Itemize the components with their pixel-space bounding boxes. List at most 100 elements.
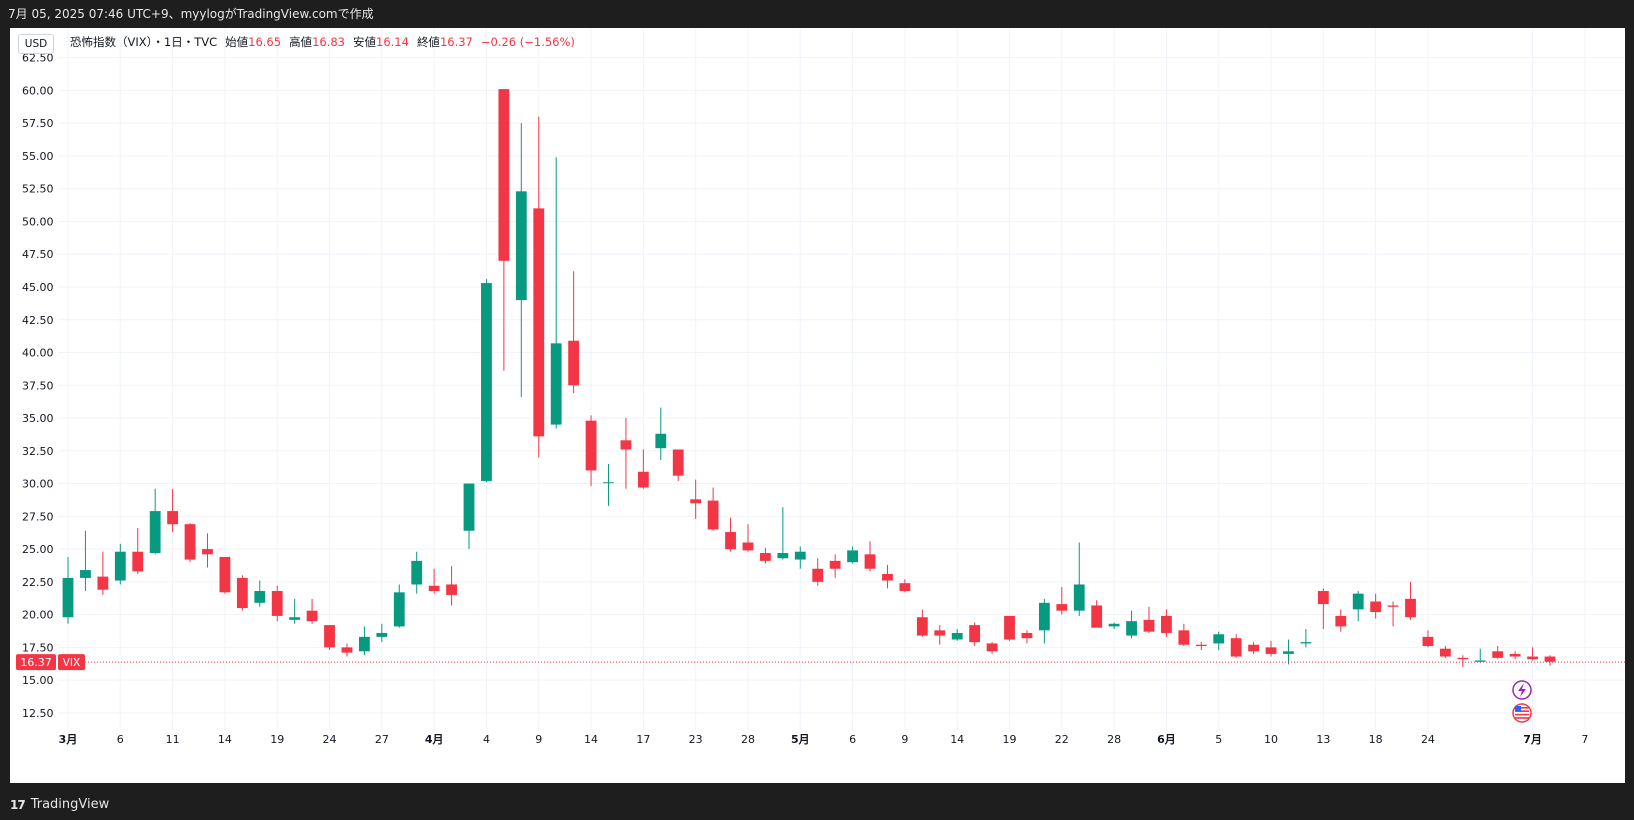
candle-body: [777, 553, 789, 559]
candle: [132, 528, 144, 574]
symbol-description[interactable]: 恐怖指数（VIX）・1日・TVC: [70, 35, 218, 49]
candle-body: [951, 632, 963, 640]
candle-body: [637, 471, 649, 488]
candle-body: [515, 191, 527, 301]
candle: [1457, 655, 1469, 668]
candle-body: [864, 554, 876, 569]
candlestick-chart[interactable]: 62.50 60.00 57.50 55.00 52.50 50.00 47.50 45.00…: [10, 28, 1625, 783]
candle: [1056, 587, 1068, 615]
candle: [393, 584, 405, 628]
x-tick-label: 3月: [59, 733, 78, 746]
x-tick-label: 10: [1264, 733, 1278, 746]
candle-body: [62, 577, 74, 618]
y-tick-label: 62.50: [22, 52, 54, 65]
candle-body: [1335, 615, 1347, 627]
y-tick-label: 60.00: [22, 84, 54, 97]
x-tick-label: 6: [117, 733, 124, 746]
brand[interactable]: 17 TradingView: [10, 797, 109, 813]
candle: [672, 449, 684, 481]
open-label: 始値: [225, 35, 249, 49]
candle-body: [1527, 656, 1538, 660]
candle-body: [428, 585, 440, 592]
change-value: −0.26 (−1.56%): [480, 35, 575, 49]
candle: [1108, 622, 1120, 630]
candle-body: [498, 89, 510, 261]
candle: [1283, 639, 1294, 665]
y-tick-label: 27.50: [22, 510, 54, 523]
candle-body: [97, 576, 109, 590]
candle-body: [1370, 601, 1382, 612]
candle: [515, 123, 527, 398]
x-tick-label: 28: [1107, 733, 1121, 746]
x-tick-label: 18: [1369, 733, 1383, 746]
y-tick-label: 25.00: [22, 543, 54, 556]
candle: [1178, 623, 1190, 647]
candle-body: [725, 532, 736, 550]
candle-body: [114, 551, 126, 581]
candle-body: [1004, 615, 1015, 640]
candle: [167, 488, 179, 533]
candle: [864, 541, 876, 572]
candle: [1248, 642, 1260, 654]
candle: [411, 551, 423, 594]
candle: [777, 507, 789, 560]
candle: [760, 547, 771, 564]
y-tick-label: 40.00: [22, 347, 54, 360]
candle-body: [1300, 642, 1312, 644]
candle: [812, 558, 824, 586]
x-tick-label: 7月: [1523, 733, 1542, 746]
candle: [341, 643, 353, 657]
y-tick-label: 47.50: [22, 248, 54, 261]
currency-button[interactable]: USD: [18, 34, 54, 54]
candle-body: [1248, 644, 1260, 652]
candle-body: [446, 584, 457, 595]
ticker-label: VIX: [63, 657, 80, 669]
close-value: 16.37: [439, 35, 473, 49]
candle: [114, 543, 126, 585]
candle: [986, 642, 998, 654]
candle-body: [306, 610, 318, 622]
legend-row: 恐怖指数（VIX）・1日・TVC 始値16.65 高値16.83 安値16.14 終値1…: [70, 28, 575, 56]
candle: [1492, 646, 1504, 660]
x-tick-label: 6月: [1157, 733, 1176, 746]
candle-body: [1213, 634, 1225, 644]
candle-body: [219, 556, 231, 593]
candle-body: [1108, 623, 1120, 627]
candle-body: [829, 560, 841, 569]
candle: [550, 157, 562, 429]
candle-body: [969, 625, 981, 643]
candle-body: [254, 591, 266, 603]
x-tick-label: 13: [1316, 733, 1330, 746]
candle-body: [690, 499, 702, 504]
candle-body: [271, 591, 283, 616]
open-value: 16.65: [248, 35, 282, 49]
candle-body: [847, 550, 858, 563]
candle: [568, 271, 580, 394]
candle: [149, 488, 161, 555]
candle: [690, 479, 702, 519]
x-tick-label: 23: [689, 733, 703, 746]
candle-body: [1283, 651, 1294, 654]
candle: [446, 566, 457, 606]
candle: [1038, 598, 1050, 644]
candle-body: [899, 583, 911, 592]
candle-body: [882, 573, 893, 581]
candle: [1335, 609, 1347, 632]
candle-body: [1387, 605, 1399, 607]
candle-body: [707, 500, 719, 530]
y-tick-label: 22.50: [22, 576, 54, 589]
y-tick-label: 57.50: [22, 117, 54, 130]
candle-body: [184, 524, 196, 560]
candle: [1126, 610, 1137, 639]
candle-body: [167, 511, 179, 525]
y-tick-label: 12.50: [22, 707, 54, 720]
candle: [1509, 651, 1521, 660]
candle: [97, 551, 109, 595]
candle: [707, 487, 719, 531]
x-tick-label: 7: [1581, 733, 1588, 746]
us-flag-icon: [1512, 703, 1532, 723]
candle-body: [149, 511, 161, 554]
candle: [934, 625, 946, 645]
y-tick-label: 55.00: [22, 150, 54, 163]
x-tick-label: 9: [535, 733, 542, 746]
